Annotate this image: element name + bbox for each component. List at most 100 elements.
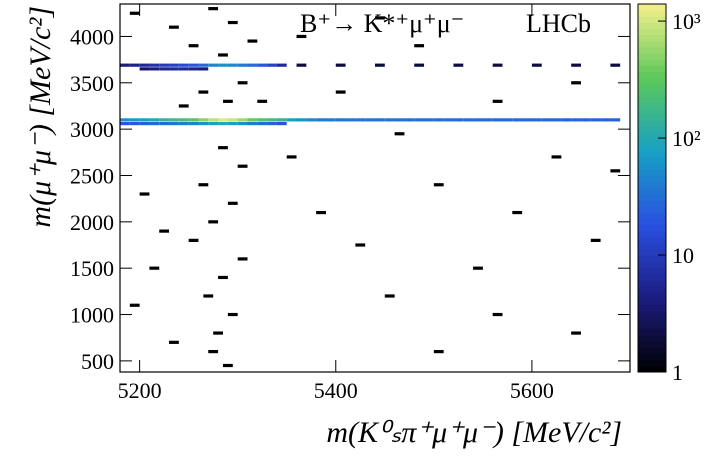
cell [188,44,199,48]
cell [188,118,199,122]
colorbar-tick-label: 10³ [672,9,701,34]
cell [237,164,248,168]
cell [169,121,179,126]
cell [169,67,179,71]
colorbar-segment [638,310,666,318]
colorbar-segment [638,89,666,97]
colorbar-segment [638,77,666,85]
cell [169,63,179,67]
colorbar-segment [638,280,666,287]
colorbar-segment [638,157,666,164]
cell [610,63,621,67]
cell [247,118,258,122]
cell [149,118,160,122]
colorbar-segment [638,359,666,367]
cell [492,312,503,317]
colorbar-segment [638,175,666,183]
cell [276,121,287,126]
cell [571,63,581,67]
colorbar-segment [638,200,666,207]
cell [198,118,209,122]
colorbar-segment [638,316,666,324]
cell [208,350,219,354]
cell [129,11,140,15]
cell [375,63,385,67]
cell [492,118,503,122]
cell [149,121,160,126]
cell [218,63,228,67]
cell [463,118,474,122]
cell [355,118,366,122]
cell [453,118,464,122]
colorbar-segment [638,138,666,146]
cell [257,118,268,122]
cell [120,118,130,122]
cell [482,118,493,122]
cell [257,63,268,67]
cell [551,155,562,159]
cell [139,67,150,71]
y-tick-label: 1500 [70,256,114,281]
cell [120,121,130,126]
cell [590,238,601,242]
colorbar-segment [638,188,666,195]
cell [129,121,140,126]
cell [213,331,223,335]
cell [512,210,523,215]
cell [159,67,170,71]
colorbar-segment [638,59,666,66]
cell [247,63,258,67]
cell [227,20,238,25]
colorbar-segment [638,237,666,244]
colorbar-segment [638,255,666,263]
cell [453,63,464,67]
cell [218,275,228,280]
colorbar-segment [638,120,666,128]
x-tick-label: 5600 [510,378,554,403]
cell [208,63,219,67]
cell [375,118,385,122]
cell [365,118,375,122]
cell [335,118,346,122]
cell [325,118,336,122]
cell [178,121,189,126]
cell [169,25,179,29]
colorbar-segment [638,145,666,152]
annotation: LHCb [526,9,591,38]
x-tick-label: 5400 [314,378,358,403]
cells [120,7,621,368]
colorbar-segment [638,329,666,336]
cell [129,63,140,67]
colorbar-segment [638,46,666,54]
cell [208,118,219,122]
cell [316,210,326,215]
colorbar-segment [638,28,666,36]
cell [267,118,277,122]
cell [531,118,542,122]
cell [257,121,268,126]
cell [159,63,170,67]
cell [561,118,572,122]
cell [203,294,214,298]
cell [227,121,238,126]
colorbar-segment [638,322,666,330]
x-axis-label: m(K⁰ₛπ⁺μ⁺μ⁻) [MeV/c²] [326,416,622,449]
cell [227,312,238,317]
cell [178,118,189,122]
cell [159,118,170,122]
colorbar-segment [638,365,666,373]
cell [198,183,209,187]
y-tick-label: 4000 [70,24,114,49]
cell [433,118,444,122]
cell [188,67,199,71]
cell [237,121,248,126]
colorbar-segment [638,273,666,281]
y-tick-label: 1000 [70,303,114,328]
cell [414,44,425,48]
cell [286,118,297,122]
cell [414,118,425,122]
cell [296,63,307,67]
cell [188,121,199,126]
cell [443,118,454,122]
